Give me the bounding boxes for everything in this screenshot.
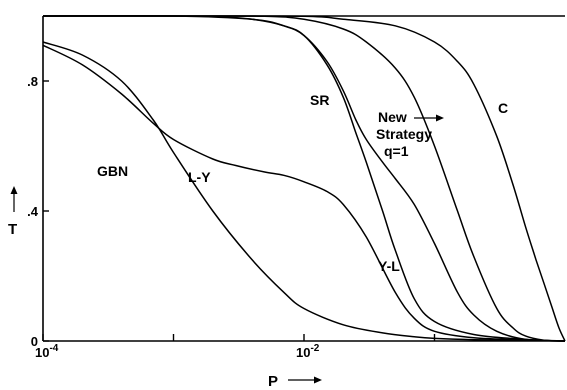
- x-axis-arrowhead: [314, 376, 322, 384]
- curve-label-q-1: q=1: [384, 143, 409, 159]
- y-tick-label: .8: [27, 74, 38, 89]
- curve-label-new: New: [378, 109, 407, 125]
- curve-c: [42, 15, 566, 342]
- new-strategy-pointer: [414, 114, 444, 122]
- curve-y-l: [42, 15, 566, 342]
- x-tick-exponent: -4: [49, 343, 58, 354]
- y-tick-label: .4: [27, 204, 39, 219]
- series-curves: [42, 15, 566, 342]
- y-axis-label: T: [8, 221, 17, 238]
- curve-l-y: [42, 44, 566, 342]
- y-tick-label: 0: [31, 334, 38, 349]
- y-axis-arrowhead: [10, 186, 18, 194]
- y-axis-label-group: T: [8, 186, 18, 238]
- x-axis-ticks: 10-4 10-2: [35, 334, 436, 360]
- curve-label-c: C: [498, 100, 508, 116]
- curve-label-sr: SR: [310, 92, 329, 108]
- curve-label-y-l: Y-L: [378, 258, 400, 274]
- x-tick-exponent: -2: [310, 343, 319, 354]
- curve-label-gbn: GBN: [97, 163, 128, 179]
- new-strategy-arrowhead: [436, 114, 444, 122]
- x-tick-label: 10-2: [296, 343, 320, 360]
- y-axis-ticks: 0 .4 .8: [27, 74, 49, 349]
- x-axis-label-group: P: [268, 373, 322, 390]
- x-tick-label: 10-4: [35, 343, 59, 360]
- curve-label-l-y: L-Y: [188, 169, 211, 185]
- x-axis-label: P: [268, 373, 278, 390]
- curve-gbn: [42, 41, 566, 342]
- curve-label-strategy: Strategy: [376, 126, 432, 142]
